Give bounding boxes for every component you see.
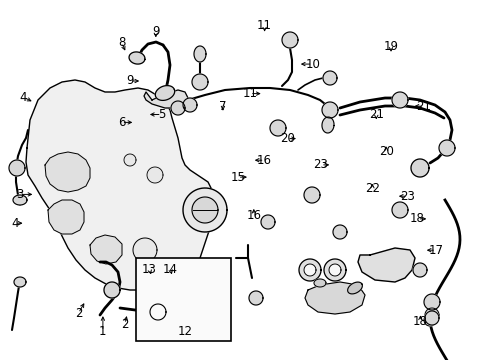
Polygon shape xyxy=(305,282,365,314)
Text: 2: 2 xyxy=(121,318,129,330)
Polygon shape xyxy=(9,160,25,176)
Text: 20: 20 xyxy=(379,145,393,158)
Polygon shape xyxy=(392,92,408,108)
Text: 20: 20 xyxy=(280,132,294,145)
Text: 14: 14 xyxy=(163,263,178,276)
Text: 11: 11 xyxy=(257,19,272,32)
Polygon shape xyxy=(45,152,90,192)
Text: 21: 21 xyxy=(369,108,384,121)
Text: 9: 9 xyxy=(152,25,160,38)
Text: 3: 3 xyxy=(16,188,24,201)
Polygon shape xyxy=(150,304,166,320)
Polygon shape xyxy=(282,32,298,48)
Text: 9: 9 xyxy=(126,75,134,87)
Polygon shape xyxy=(324,259,346,281)
Text: 13: 13 xyxy=(142,263,157,276)
Text: 2: 2 xyxy=(74,307,82,320)
Polygon shape xyxy=(183,188,227,232)
Polygon shape xyxy=(133,238,157,262)
Text: 6: 6 xyxy=(118,116,125,129)
Polygon shape xyxy=(322,117,334,133)
Text: 11: 11 xyxy=(243,87,257,100)
Polygon shape xyxy=(270,120,286,136)
Text: 16: 16 xyxy=(257,154,272,167)
Polygon shape xyxy=(261,215,275,229)
Polygon shape xyxy=(439,140,455,156)
Text: 19: 19 xyxy=(384,40,398,53)
Polygon shape xyxy=(323,71,337,85)
Polygon shape xyxy=(14,277,26,287)
Text: 10: 10 xyxy=(305,58,320,71)
Polygon shape xyxy=(48,200,84,234)
Text: 15: 15 xyxy=(230,171,245,184)
Polygon shape xyxy=(183,98,197,112)
Text: 18: 18 xyxy=(410,212,425,225)
Text: 4: 4 xyxy=(20,91,27,104)
Text: 16: 16 xyxy=(246,209,261,222)
Polygon shape xyxy=(358,248,415,282)
Polygon shape xyxy=(171,101,185,115)
Polygon shape xyxy=(304,187,320,203)
Text: 23: 23 xyxy=(400,190,415,203)
Polygon shape xyxy=(90,235,122,264)
Polygon shape xyxy=(413,263,427,277)
Text: 5: 5 xyxy=(158,108,166,121)
Polygon shape xyxy=(411,159,429,177)
Polygon shape xyxy=(192,197,218,223)
Polygon shape xyxy=(425,308,439,322)
Polygon shape xyxy=(424,294,440,310)
Polygon shape xyxy=(155,86,174,100)
Polygon shape xyxy=(249,291,263,305)
Polygon shape xyxy=(314,279,326,287)
Polygon shape xyxy=(425,311,439,325)
Polygon shape xyxy=(299,259,321,281)
Polygon shape xyxy=(147,167,163,183)
Polygon shape xyxy=(329,264,341,276)
Text: 17: 17 xyxy=(429,244,443,257)
Polygon shape xyxy=(424,314,436,326)
Polygon shape xyxy=(304,264,316,276)
Polygon shape xyxy=(322,102,338,118)
Text: 21: 21 xyxy=(416,100,431,113)
Text: 8: 8 xyxy=(118,36,125,49)
Text: 23: 23 xyxy=(314,158,328,171)
Polygon shape xyxy=(333,225,347,239)
Polygon shape xyxy=(124,154,136,166)
Text: 18: 18 xyxy=(413,315,428,328)
Polygon shape xyxy=(13,195,27,205)
Polygon shape xyxy=(194,46,206,62)
Polygon shape xyxy=(104,282,120,298)
Polygon shape xyxy=(347,282,363,294)
Text: 4: 4 xyxy=(11,217,19,230)
Bar xyxy=(136,258,231,341)
Polygon shape xyxy=(392,202,408,218)
Polygon shape xyxy=(129,52,145,64)
Text: 12: 12 xyxy=(178,325,193,338)
Text: 1: 1 xyxy=(99,325,107,338)
Polygon shape xyxy=(26,80,214,290)
Text: 7: 7 xyxy=(219,100,227,113)
Polygon shape xyxy=(144,90,188,108)
Polygon shape xyxy=(192,74,208,90)
Text: 22: 22 xyxy=(365,183,380,195)
